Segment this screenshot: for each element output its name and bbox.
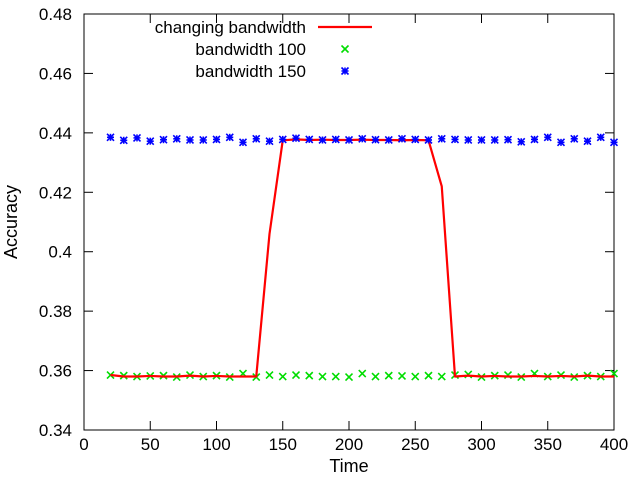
data-point bbox=[344, 373, 354, 382]
series-layer bbox=[106, 133, 619, 382]
data-point bbox=[530, 135, 539, 144]
x-tick-label: 0 bbox=[79, 435, 88, 454]
x-tick-label: 300 bbox=[467, 435, 495, 454]
data-point bbox=[358, 369, 367, 378]
series-bandwidth-150 bbox=[106, 133, 619, 147]
x-tick-label: 150 bbox=[269, 435, 297, 454]
data-point bbox=[305, 135, 314, 144]
legend-label: bandwidth 150 bbox=[195, 62, 306, 81]
y-tick-label: 0.4 bbox=[48, 243, 72, 262]
data-point bbox=[490, 135, 499, 145]
data-point bbox=[159, 135, 168, 144]
x-tick-label: 400 bbox=[600, 435, 628, 454]
data-point bbox=[252, 134, 261, 143]
y-tick-label: 0.44 bbox=[39, 124, 72, 143]
data-point bbox=[450, 135, 460, 144]
data-point bbox=[384, 135, 393, 145]
data-point bbox=[384, 371, 393, 380]
legend-label: changing bandwidth bbox=[155, 18, 306, 37]
data-point bbox=[397, 134, 407, 143]
data-point bbox=[596, 133, 605, 142]
legend: changing bandwidth bandwidth 100 bandwidth… bbox=[155, 18, 372, 81]
x-tick-label: 100 bbox=[202, 435, 230, 454]
x-tick-label: 350 bbox=[534, 435, 562, 454]
legend-label: bandwidth 100 bbox=[195, 40, 306, 59]
data-point bbox=[517, 137, 526, 146]
data-point bbox=[397, 371, 407, 380]
y-axis-label: Accuracy bbox=[1, 185, 21, 259]
data-point bbox=[238, 138, 248, 147]
data-point bbox=[305, 371, 314, 380]
legend-swatch-star bbox=[340, 66, 350, 76]
data-point bbox=[199, 135, 208, 145]
data-point bbox=[411, 372, 420, 381]
data-point bbox=[570, 134, 579, 143]
data-point bbox=[556, 138, 566, 147]
plot-frame bbox=[83, 13, 615, 431]
y-tick-label: 0.34 bbox=[39, 421, 72, 440]
data-point bbox=[278, 135, 287, 144]
x-tick-label: 250 bbox=[401, 435, 429, 454]
data-point bbox=[225, 133, 234, 142]
data-point bbox=[424, 135, 433, 145]
x-tick-label: 200 bbox=[335, 435, 363, 454]
axis-ticks: 0 50 100 150 200 250 300 350 400 0.34 0.36 0.38 0.4 0… bbox=[39, 5, 628, 454]
data-point bbox=[583, 137, 592, 146]
y-tick-label: 0.48 bbox=[39, 5, 72, 24]
data-point bbox=[119, 136, 128, 145]
data-point bbox=[185, 135, 195, 145]
x-tick-label: 50 bbox=[141, 435, 160, 454]
data-point bbox=[291, 134, 301, 143]
data-point bbox=[318, 135, 327, 145]
data-point bbox=[265, 370, 274, 380]
series-changing-bandwidth bbox=[110, 138, 614, 378]
data-point bbox=[411, 135, 420, 144]
data-point bbox=[437, 134, 446, 143]
data-point bbox=[106, 133, 115, 142]
data-point bbox=[318, 372, 327, 381]
data-point bbox=[331, 135, 340, 144]
data-point bbox=[371, 135, 380, 144]
data-point bbox=[477, 135, 486, 145]
data-point bbox=[371, 372, 380, 381]
series-line bbox=[110, 138, 614, 378]
data-point bbox=[212, 135, 221, 144]
data-point bbox=[609, 138, 619, 147]
data-point bbox=[146, 137, 155, 146]
data-point bbox=[464, 135, 473, 145]
data-point bbox=[503, 135, 513, 144]
y-tick-label: 0.42 bbox=[39, 183, 72, 202]
data-point bbox=[132, 133, 142, 142]
data-point bbox=[437, 372, 446, 381]
y-tick-label: 0.36 bbox=[39, 362, 72, 381]
data-point bbox=[344, 135, 354, 145]
data-point bbox=[265, 137, 274, 146]
data-point bbox=[172, 134, 181, 143]
legend-swatch-x bbox=[340, 44, 350, 54]
data-point bbox=[424, 371, 433, 380]
data-point bbox=[358, 134, 367, 143]
data-point bbox=[331, 372, 340, 381]
data-point bbox=[278, 372, 287, 381]
y-tick-label: 0.38 bbox=[39, 302, 72, 321]
data-point bbox=[291, 370, 301, 380]
y-tick-label: 0.46 bbox=[39, 64, 72, 83]
x-axis-label: Time bbox=[329, 456, 368, 476]
data-point bbox=[543, 133, 552, 142]
